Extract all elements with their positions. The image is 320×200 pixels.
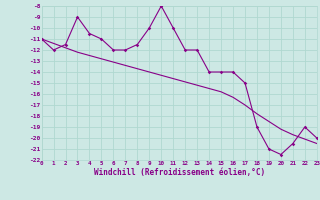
X-axis label: Windchill (Refroidissement éolien,°C): Windchill (Refroidissement éolien,°C) bbox=[94, 168, 265, 177]
